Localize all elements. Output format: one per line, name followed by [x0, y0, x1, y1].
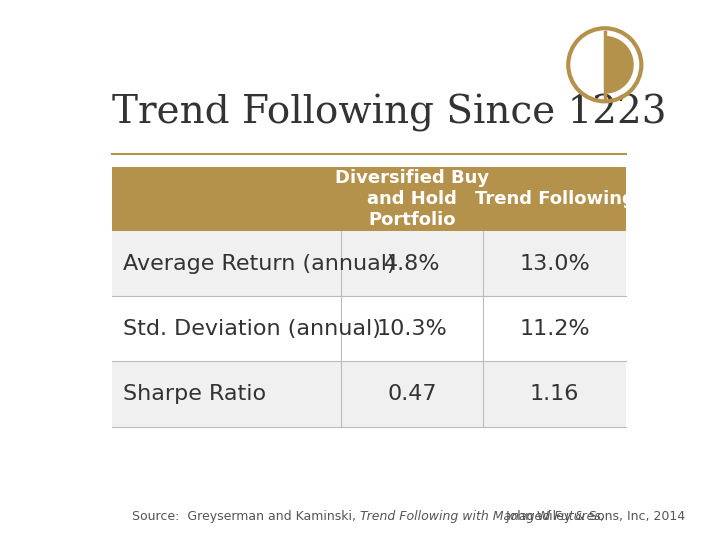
Text: Trend Following with Managed Futures,: Trend Following with Managed Futures,: [360, 510, 605, 523]
Text: Average Return (annual): Average Return (annual): [124, 254, 396, 274]
FancyBboxPatch shape: [341, 167, 483, 231]
FancyBboxPatch shape: [112, 231, 341, 296]
Text: Std. Deviation (annual): Std. Deviation (annual): [124, 319, 382, 339]
Text: John Wiley & Sons, Inc, 2014: John Wiley & Sons, Inc, 2014: [502, 510, 685, 523]
Text: Diversified Buy
and Hold
Portfolio: Diversified Buy and Hold Portfolio: [336, 169, 490, 229]
FancyBboxPatch shape: [341, 231, 483, 296]
FancyBboxPatch shape: [483, 167, 626, 231]
Text: 10.3%: 10.3%: [377, 319, 448, 339]
Text: Source:  Greyserman and Kaminski,: Source: Greyserman and Kaminski,: [132, 510, 360, 523]
Text: Trend Following: Trend Following: [474, 190, 634, 208]
Text: 11.2%: 11.2%: [519, 319, 590, 339]
FancyBboxPatch shape: [112, 167, 341, 231]
Text: 0.47: 0.47: [387, 384, 437, 404]
FancyBboxPatch shape: [483, 361, 626, 427]
Text: 1.16: 1.16: [530, 384, 579, 404]
Polygon shape: [605, 37, 633, 93]
FancyBboxPatch shape: [112, 361, 341, 427]
Text: Trend Following Since 1223: Trend Following Since 1223: [112, 94, 667, 132]
Text: 13.0%: 13.0%: [519, 254, 590, 274]
FancyBboxPatch shape: [112, 296, 341, 361]
FancyBboxPatch shape: [483, 231, 626, 296]
FancyBboxPatch shape: [483, 296, 626, 361]
FancyBboxPatch shape: [341, 361, 483, 427]
FancyBboxPatch shape: [341, 296, 483, 361]
Text: Sharpe Ratio: Sharpe Ratio: [124, 384, 266, 404]
Text: 4.8%: 4.8%: [384, 254, 441, 274]
